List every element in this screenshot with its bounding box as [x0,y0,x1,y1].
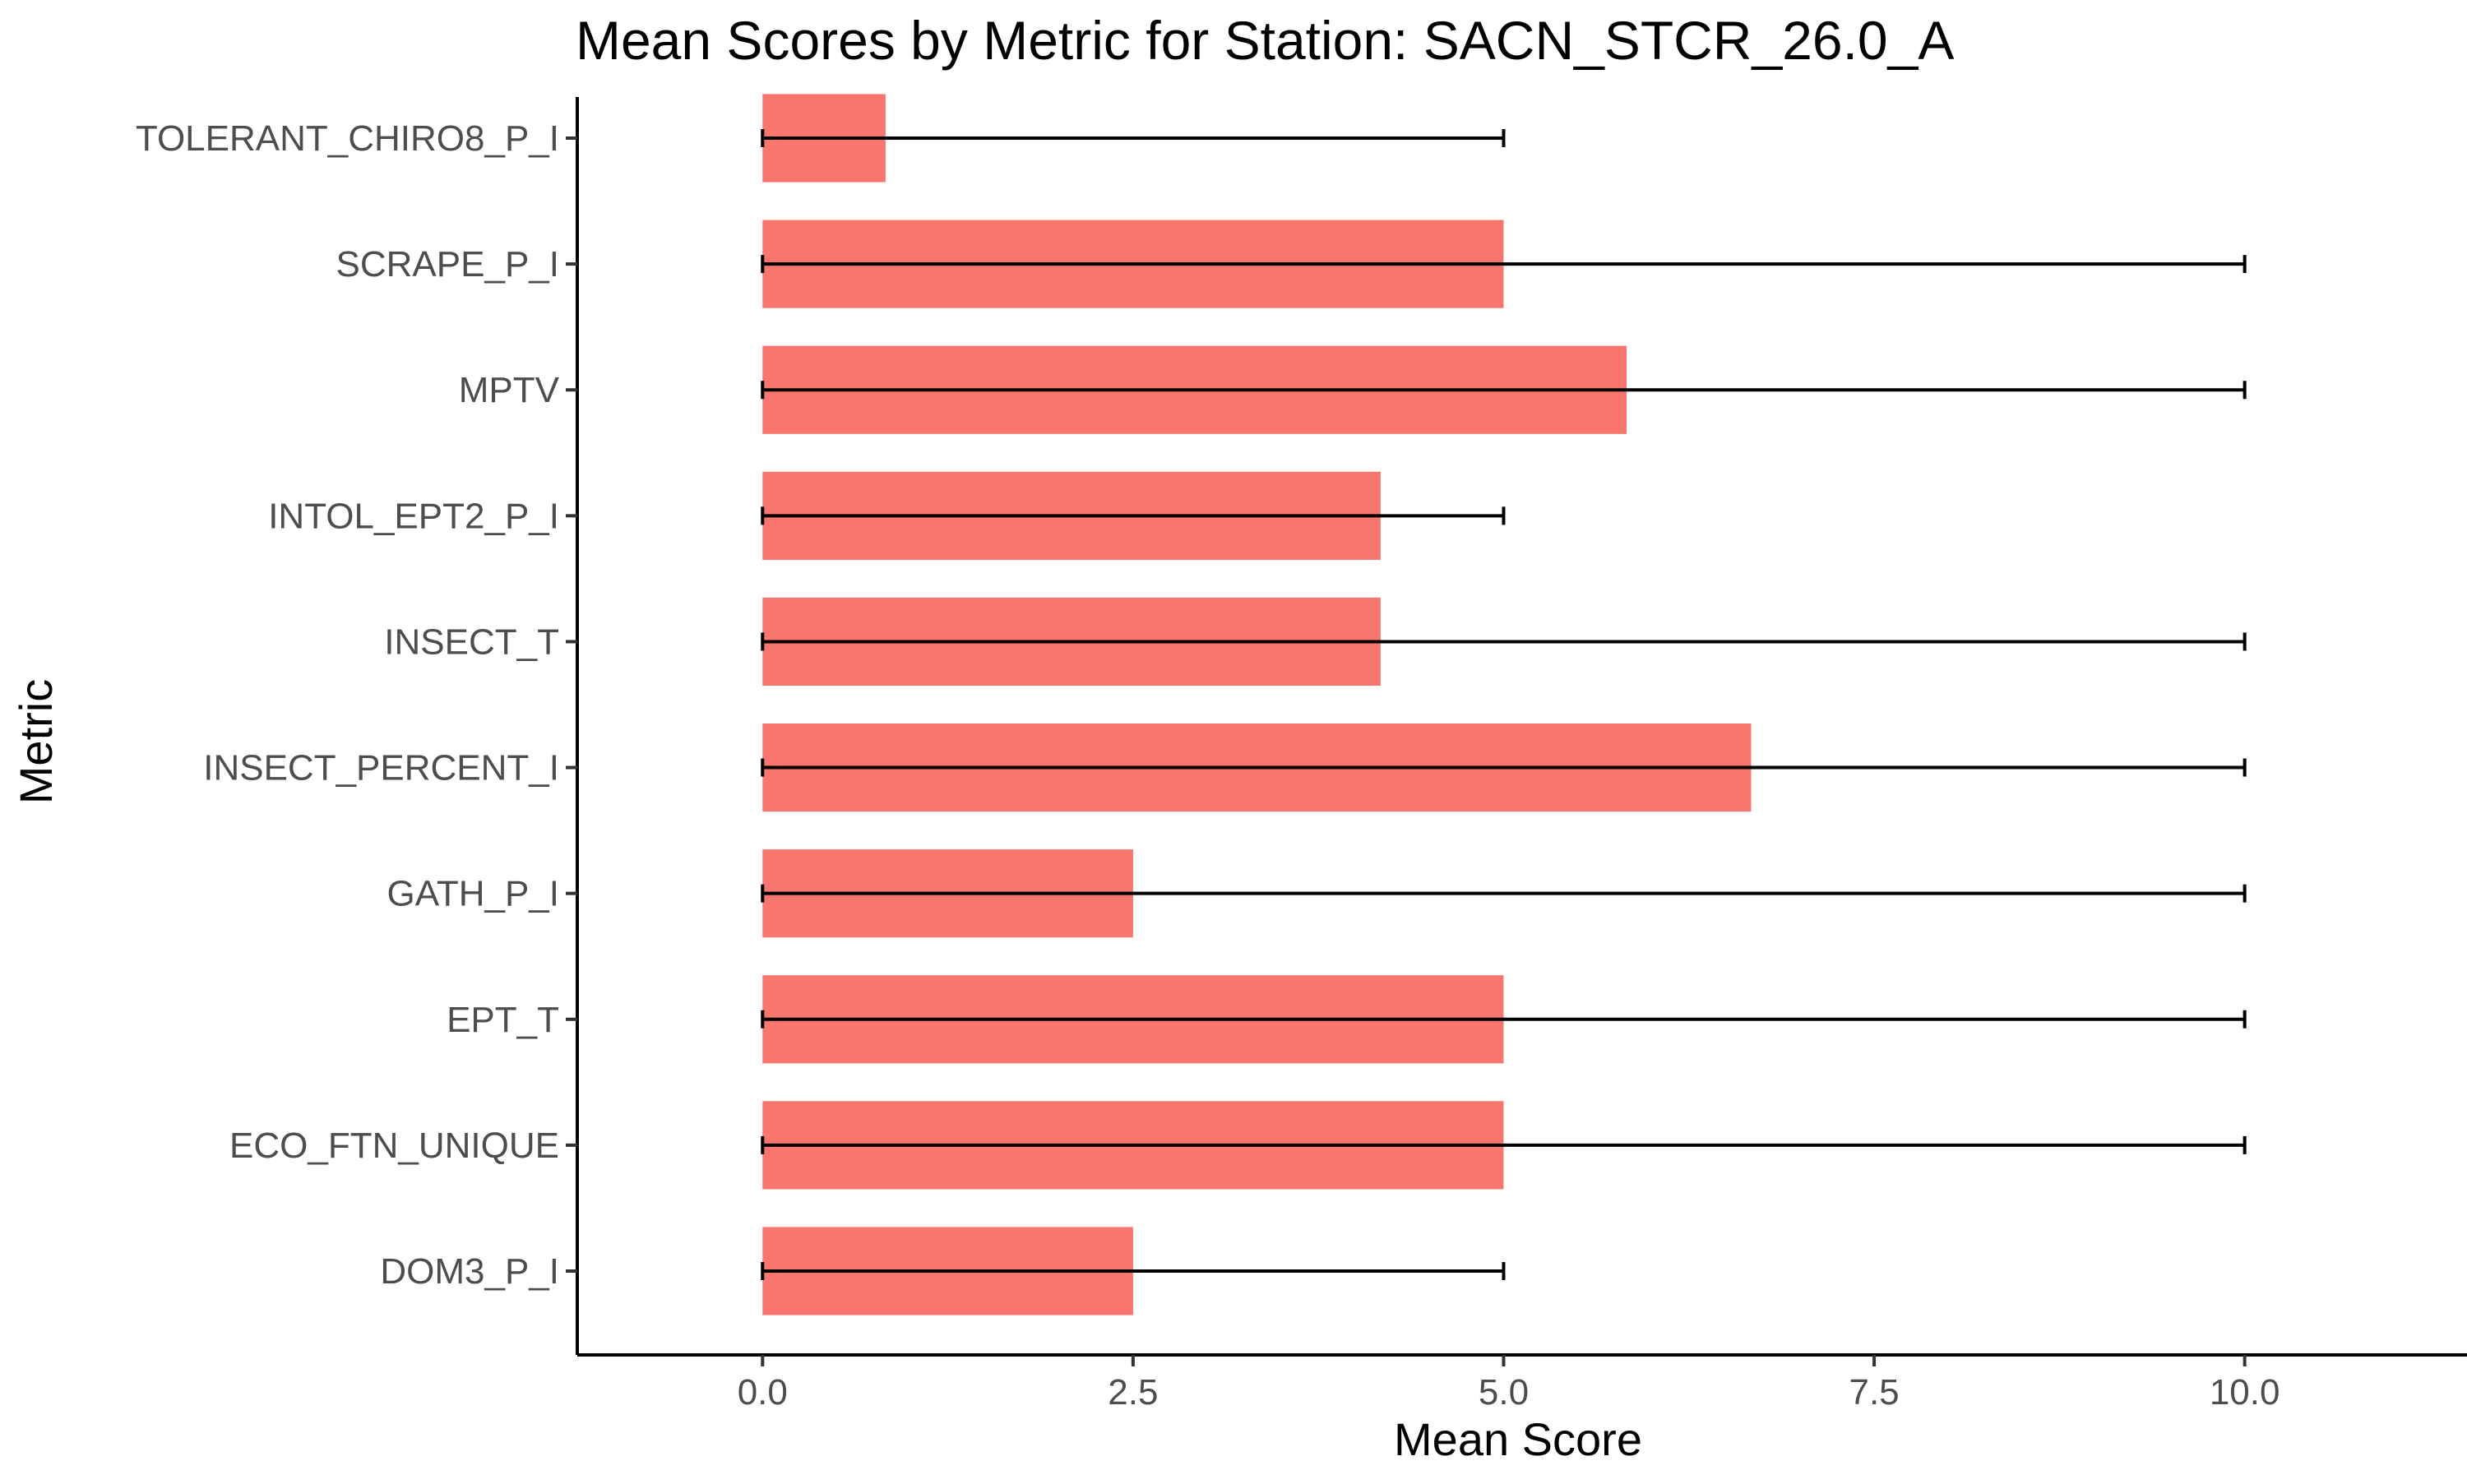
y-tick-label: EPT_T [447,1000,559,1040]
y-tick-label: SCRAPE_P_I [336,244,559,284]
errorbars-layer [761,129,2247,1280]
y-tick-label: ECO_FTN_UNIQUE [229,1126,559,1166]
y-axis-title: Metric [10,679,62,804]
error-bar [761,506,1506,525]
bars-layer [762,94,1752,1315]
x-tick-label: 10.0 [2210,1372,2280,1412]
x-tick-label: 2.5 [1108,1372,1158,1412]
error-bar [761,129,1506,147]
y-tick-label: GATH_P_I [387,874,559,914]
x-tick-label: 0.0 [738,1372,788,1412]
error-bar [761,1135,2247,1154]
y-tick-label: MPTV [459,370,560,410]
error-bar [761,381,2247,400]
error-bar [761,1010,2247,1029]
error-bar [761,1262,1506,1280]
chart-title: Mean Scores by Metric for Station: SACN_… [576,10,1954,71]
error-bar [761,632,2247,651]
y-tick-label: INSECT_T [384,622,559,662]
y-tick-label: DOM3_P_I [380,1251,559,1292]
y-tick-label: INTOL_EPT2_P_I [268,496,559,536]
y-tick-label: TOLERANT_CHIRO8_P_I [136,118,559,159]
x-tick-label: 5.0 [1479,1372,1529,1412]
y-tick-label: INSECT_PERCENT_I [203,748,559,788]
x-axis-title: Mean Score [1394,1413,1642,1465]
error-bar [761,758,2247,777]
error-bar [761,255,2247,274]
error-bar [761,884,2247,903]
axes-layer: DOM3_P_I ECO_FTN_UNIQUE EPT_T GATH_P_I INSEC… [136,97,2467,1412]
x-tick-label: 7.5 [1849,1372,1899,1412]
